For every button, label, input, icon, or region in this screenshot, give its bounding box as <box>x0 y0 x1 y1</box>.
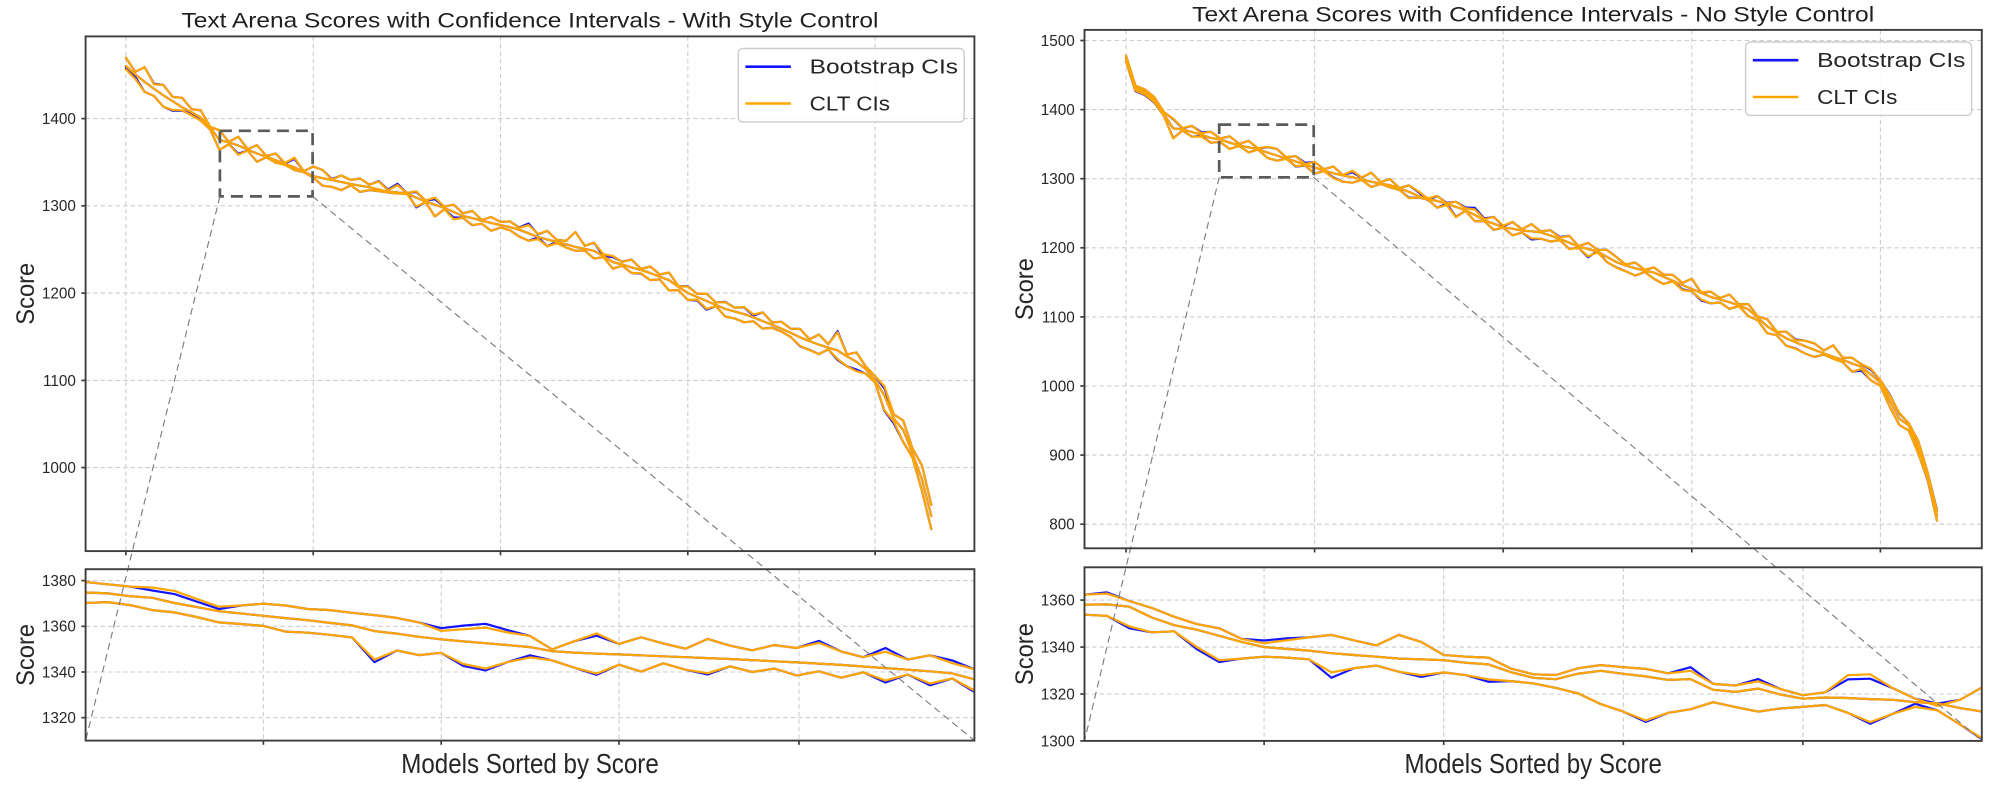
svg-text:1000: 1000 <box>42 460 76 477</box>
svg-text:Models Sorted by Score: Models Sorted by Score <box>401 748 659 779</box>
svg-text:Score: Score <box>12 263 40 325</box>
svg-text:CLT CIs: CLT CIs <box>810 94 890 116</box>
svg-text:900: 900 <box>1049 448 1075 465</box>
svg-text:1100: 1100 <box>1042 309 1075 326</box>
svg-text:Bootstrap CIs: Bootstrap CIs <box>810 57 958 79</box>
svg-text:800: 800 <box>1049 517 1075 534</box>
svg-text:Score: Score <box>1011 258 1039 320</box>
svg-text:Bootstrap CIs: Bootstrap CIs <box>1817 50 1965 72</box>
svg-text:1500: 1500 <box>1041 33 1075 50</box>
svg-text:Models Sorted by Score: Models Sorted by Score <box>1404 748 1662 779</box>
svg-text:1100: 1100 <box>43 373 76 390</box>
svg-text:1340: 1340 <box>1041 640 1075 657</box>
svg-text:Score: Score <box>1011 623 1039 685</box>
svg-text:1300: 1300 <box>1041 733 1075 750</box>
svg-text:1360: 1360 <box>1041 593 1075 610</box>
svg-text:Score: Score <box>12 624 40 686</box>
svg-text:1320: 1320 <box>1041 686 1075 703</box>
svg-text:1300: 1300 <box>42 198 76 215</box>
svg-text:1200: 1200 <box>42 286 76 303</box>
svg-text:Text Arena Scores with Confide: Text Arena Scores with Confidence Interv… <box>182 10 879 33</box>
svg-text:1300: 1300 <box>1041 171 1075 188</box>
svg-text:CLT CIs: CLT CIs <box>1817 87 1897 109</box>
svg-text:Text Arena Scores with Confide: Text Arena Scores with Confidence Interv… <box>1192 3 1874 26</box>
svg-text:1000: 1000 <box>1041 378 1075 395</box>
svg-text:1200: 1200 <box>1041 240 1075 257</box>
svg-text:1400: 1400 <box>42 111 76 128</box>
svg-text:1360: 1360 <box>42 619 76 636</box>
svg-text:1400: 1400 <box>1041 102 1075 119</box>
svg-text:1340: 1340 <box>42 664 76 681</box>
svg-text:1320: 1320 <box>42 710 76 727</box>
svg-text:1380: 1380 <box>42 573 76 590</box>
